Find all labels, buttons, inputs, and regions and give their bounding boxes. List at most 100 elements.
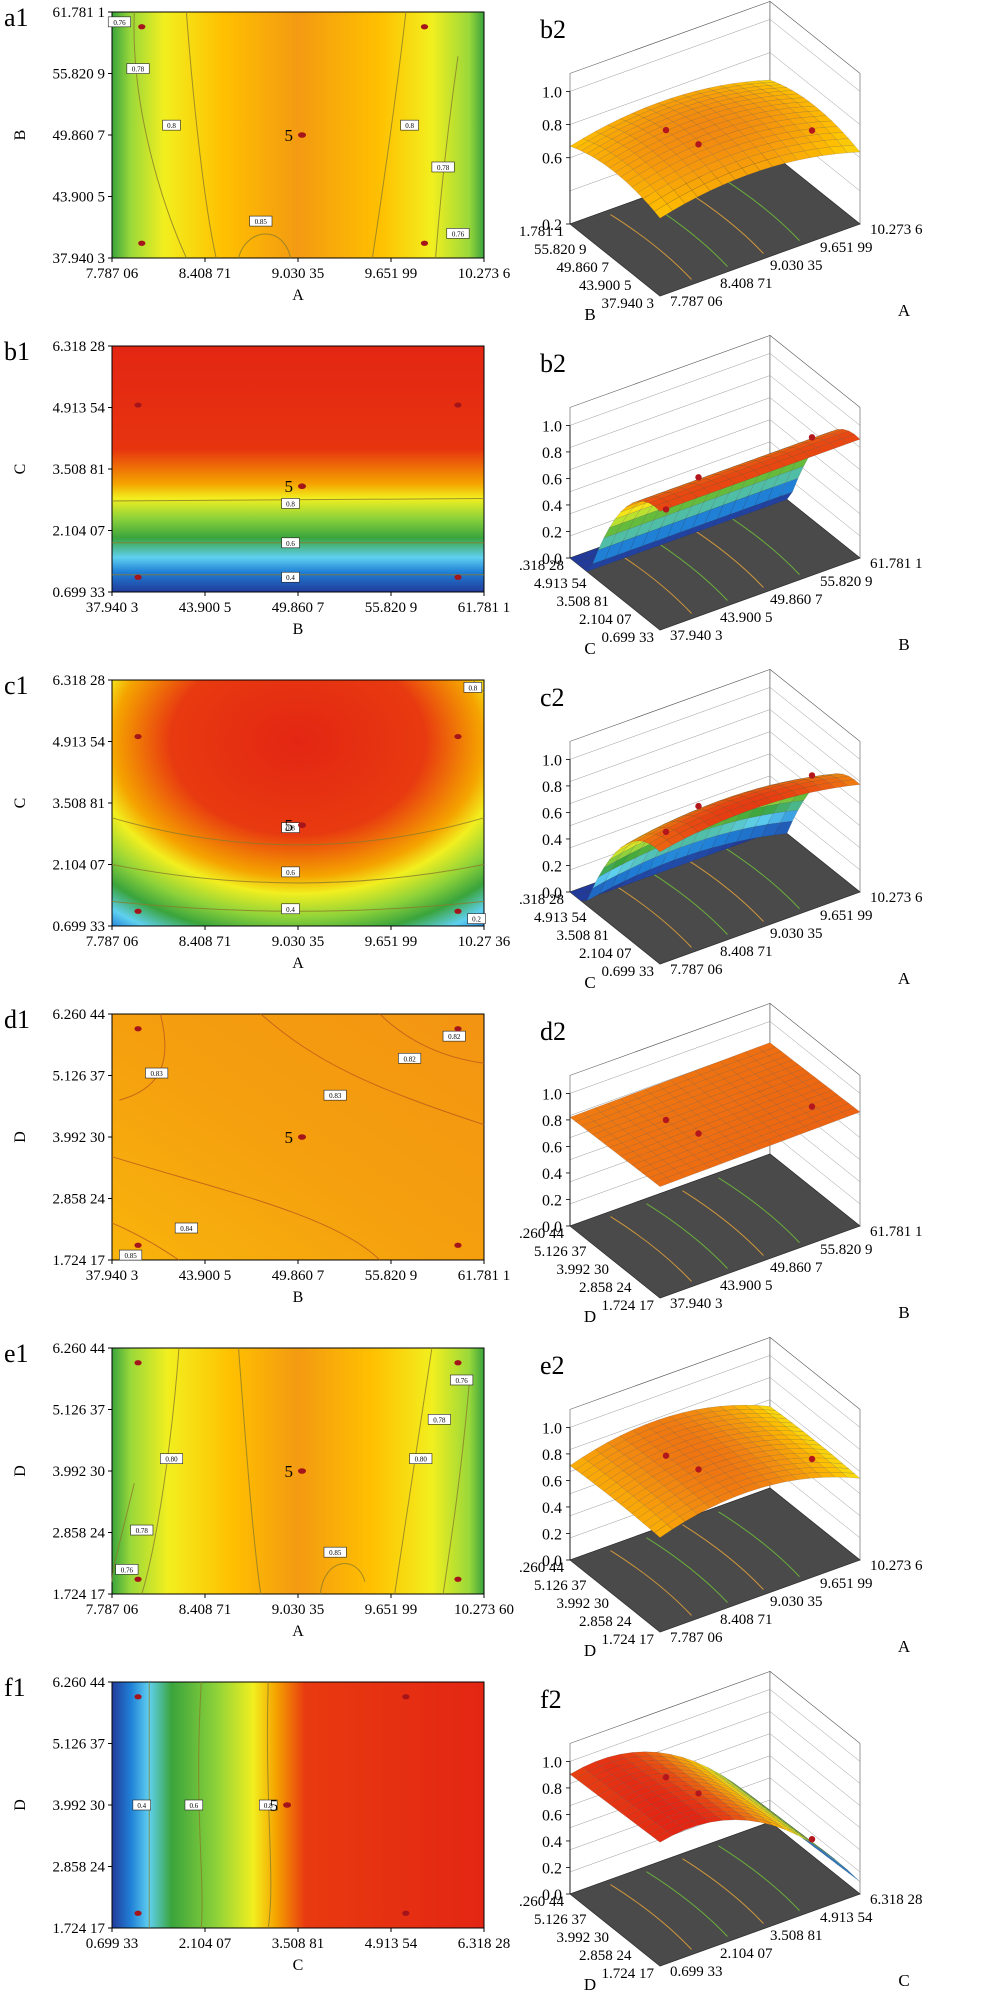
contour-label: 0.76: [456, 1377, 469, 1385]
x-tick-label: 4.913 54: [365, 1936, 418, 1952]
surface-facet: [594, 124, 614, 135]
surface-facet: [711, 1802, 732, 1808]
contour-svg: 0.8 0.6 0.4 0.8 0.2 5 7.787 06 8.408 71 9.030 35…: [4, 671, 511, 972]
surface-facet: [622, 1463, 642, 1476]
contour-label: 0.83: [151, 1070, 164, 1078]
surface-y-tick-label: 2.104 07: [579, 612, 632, 628]
contour-label-box: [398, 1052, 422, 1064]
surface-facet: [619, 1752, 639, 1759]
surface-facet: [742, 460, 762, 468]
surface-facet: [824, 773, 844, 776]
surface-facet: [683, 124, 703, 135]
surface-y-tick-label: 3.992 30: [557, 1930, 610, 1946]
panel-row-1: 0.76 0.78 0.8 0.85 0.8 0.78 0.76 5 7.787 06 8.408…: [0, 0, 982, 334]
floor-contour: [718, 1511, 800, 1577]
panel-row-5: 0.76 0.78 0.80 0.85 0.80 0.78 0.76 5 7.787 06 8.4…: [0, 1336, 982, 1670]
center-point: [298, 132, 306, 138]
contour-line: [379, 1013, 485, 1064]
surface-facet: [741, 1792, 760, 1804]
design-point: [134, 402, 142, 408]
surface-design-point: [808, 772, 816, 779]
z-tick-label: 1.0: [542, 752, 562, 769]
contour-label: 0.4: [286, 906, 295, 914]
contour-label: 0.83: [329, 1092, 342, 1100]
surface-y-tick-label: 2.858 24: [579, 1614, 632, 1630]
surface-facet: [639, 1791, 659, 1801]
x-tick-label: 10.273 60: [454, 1602, 514, 1618]
x-tick-label: 61.781 1: [458, 600, 511, 616]
surface-plot-d2: 1.0 0.8 0.6 0.4 0.2 0.0 61.781 1 55.820 9 49.860…: [512, 1002, 982, 1336]
surface-facet: [731, 1782, 750, 1795]
contour-label: 0.78: [433, 1416, 446, 1424]
surface-facet: [633, 1786, 653, 1797]
surface-y-tick-label: 2.104 07: [579, 946, 632, 962]
contour-label-box: [145, 1067, 169, 1079]
surface-facet: [597, 1134, 617, 1144]
surface-facet: [642, 1822, 662, 1835]
contour-label-box: [446, 228, 470, 239]
wall-gridline: [569, 375, 771, 448]
surface-facet: [693, 847, 713, 861]
x-tick-label: 9.030 35: [272, 1602, 325, 1618]
contour-label-box: [249, 215, 273, 227]
x-axis-label: C: [293, 1957, 304, 1974]
surface-facet: [724, 1131, 744, 1142]
contour-svg: 0.76 0.78 0.80 0.85 0.80 0.78 0.76 5 7.787 06 8.4…: [4, 1339, 514, 1640]
design-point: [454, 908, 462, 914]
contour-label: 0.6: [189, 1802, 198, 1810]
surface-facet: [743, 1790, 763, 1805]
z-tick-label: 0.2: [542, 1526, 562, 1543]
contour-label: 0.8: [286, 825, 295, 833]
contour-label: 0.6: [286, 540, 295, 548]
z-tick-label: 0.0: [542, 1553, 562, 1570]
surface-facet: [698, 1083, 718, 1093]
z-tick-label: 0.8: [542, 1781, 562, 1798]
z-tick-label: 1.0: [542, 84, 562, 101]
center-point: [298, 1468, 306, 1474]
center-point-count: 5: [285, 1128, 294, 1147]
wall-gridline: [769, 1799, 861, 1873]
contour-label-box: [467, 913, 486, 924]
surface-facet: [775, 1448, 795, 1455]
surface-facet: [626, 502, 647, 515]
surface-facet: [654, 1106, 674, 1116]
surface-facet: [592, 869, 612, 889]
surface-x-tick-label: 0.699 33: [670, 1964, 723, 1980]
surface-facet: [692, 478, 712, 486]
surface-facet: [636, 1764, 656, 1772]
contour-label: 0.6: [286, 869, 295, 877]
y-tick-label: 1.724 17: [53, 1921, 106, 1937]
surface-facet: [582, 1449, 601, 1462]
x-tick-label: 7.787 06: [86, 934, 139, 950]
surface-x-tick-label: 8.408 71: [720, 1612, 773, 1628]
surface-facet: [660, 1821, 680, 1832]
surface-facet: [575, 557, 595, 568]
wall-gridline: [569, 353, 771, 426]
floor-projection: [569, 1821, 861, 1967]
surface-y-tick-label: 4.913 54: [534, 910, 587, 926]
floor-contour: [682, 1190, 764, 1256]
surface-facet: [729, 465, 750, 472]
surface-x-tick-label: 55.820 9: [820, 574, 873, 590]
surface-facet: [829, 1854, 848, 1871]
surface-facet: [621, 509, 641, 524]
surface-design-point: [662, 1452, 670, 1459]
wall-gridline: [569, 52, 771, 125]
x-tick-label: 61.781 1: [458, 1268, 511, 1284]
surface-facet: [777, 1086, 797, 1096]
surface-design-point: [808, 434, 816, 441]
surface-facet: [679, 483, 700, 490]
y-axis-label: B: [12, 130, 29, 141]
surface-design-point: [662, 506, 670, 513]
x-tick-label: 49.860 7: [272, 600, 325, 616]
surface-facet: [632, 1488, 652, 1501]
surface-facet: [642, 496, 662, 504]
surface-plot-f2: 1.0 0.8 0.6 0.4 0.2 0.0 6.318 28 4.913 54 3.508 …: [512, 1670, 982, 2004]
surface-facet: [705, 1415, 725, 1423]
contour-line: [111, 817, 485, 846]
wall-gridline: [569, 419, 771, 492]
panel-label: c1: [4, 671, 29, 700]
surface-facet: [824, 1094, 844, 1104]
surface-facet: [736, 1069, 756, 1079]
contour-label-box: [450, 1374, 474, 1386]
